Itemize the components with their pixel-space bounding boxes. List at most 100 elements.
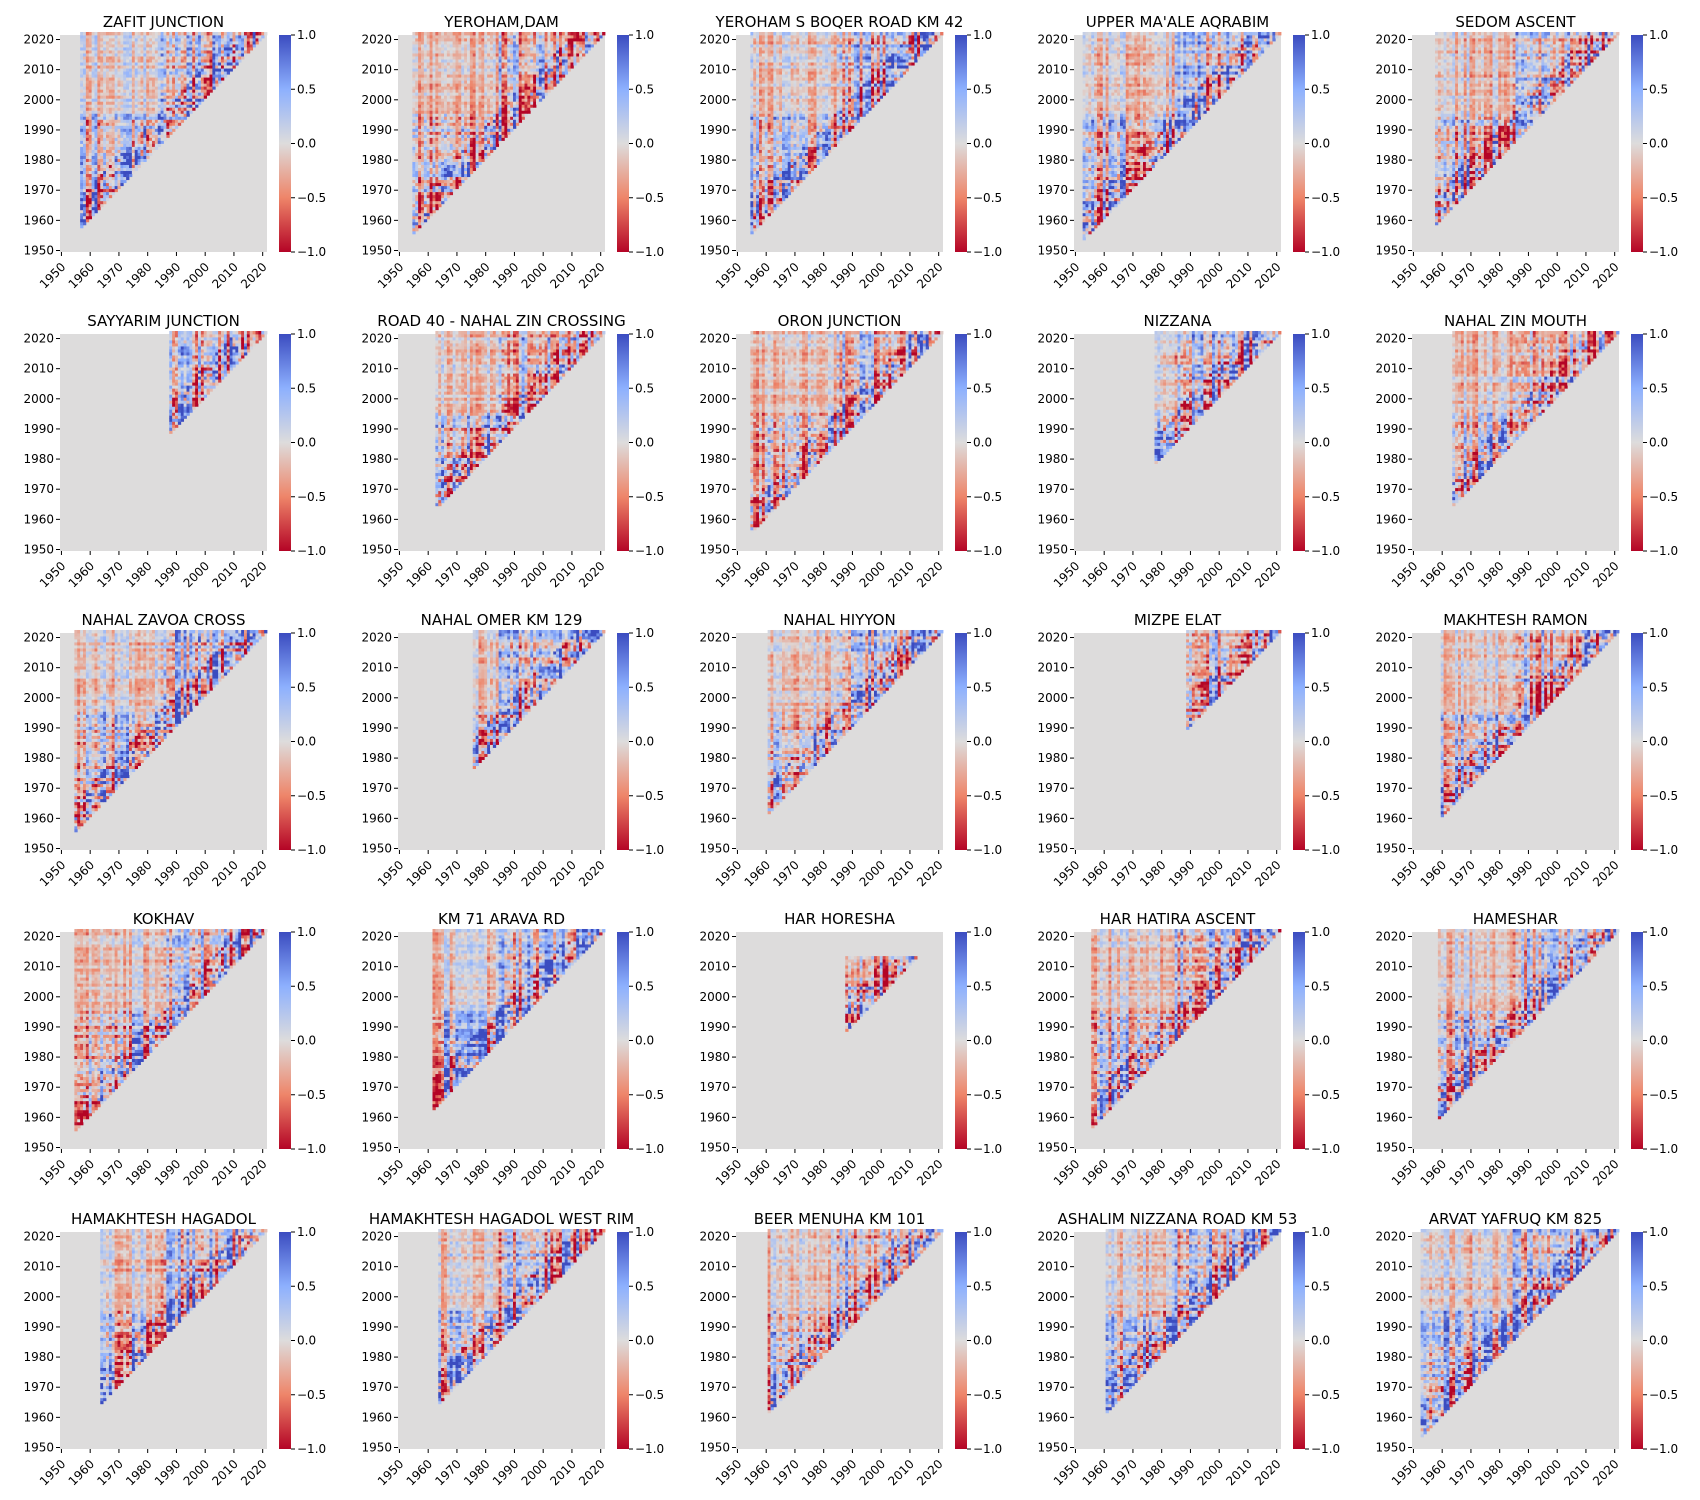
heatmap-cell — [195, 65, 198, 68]
heatmap-cell — [92, 204, 95, 207]
heatmap-cell — [192, 47, 195, 50]
heatmap-cell — [172, 92, 175, 95]
heatmap-cell — [118, 53, 121, 56]
heatmap-cell — [135, 134, 138, 137]
heatmap-cell — [115, 83, 118, 86]
heatmap-cell — [97, 41, 100, 44]
heatmap-cell — [80, 219, 83, 222]
heatmap-cell — [146, 134, 149, 137]
heatmap-cell — [97, 183, 100, 186]
heatmap-cell — [95, 140, 98, 143]
heatmap-cell — [106, 153, 109, 156]
heatmap-cell — [172, 44, 175, 47]
heatmap-cell — [158, 77, 161, 80]
heatmap-cell — [195, 98, 198, 101]
heatmap-cell — [92, 86, 95, 89]
heatmap-cell — [149, 59, 152, 62]
heatmap-cell — [132, 47, 135, 50]
heatmap-cell — [115, 62, 118, 65]
heatmap-cell — [126, 50, 129, 53]
heatmap-cell — [135, 83, 138, 86]
heatmap-cell — [146, 95, 149, 98]
heatmap-cell — [112, 62, 115, 65]
heatmap-cell — [141, 156, 144, 159]
heatmap-cell — [126, 174, 129, 177]
heatmap-cell — [109, 113, 112, 116]
heatmap-cell — [100, 56, 103, 59]
heatmap-cell — [118, 153, 121, 156]
heatmap-cell — [86, 189, 89, 192]
heatmap-cell — [123, 65, 126, 68]
heatmap-cell — [146, 62, 149, 65]
heatmap-cell — [109, 119, 112, 122]
heatmap-cell — [161, 62, 164, 65]
heatmap-cell — [155, 110, 158, 113]
heatmap-cell — [155, 83, 158, 86]
heatmap-cell — [146, 110, 149, 113]
heatmap-cell — [169, 122, 172, 125]
heatmap-cell — [118, 140, 121, 143]
heatmap-cell — [83, 71, 86, 74]
heatmap-cell — [95, 56, 98, 59]
heatmap-cell — [149, 95, 152, 98]
heatmap-cell — [149, 80, 152, 83]
heatmap-cell — [143, 156, 146, 159]
heatmap-cell — [132, 171, 135, 174]
heatmap-cell — [92, 98, 95, 101]
heatmap-cell — [172, 101, 175, 104]
heatmap-cell — [172, 95, 175, 98]
heatmap-cell — [172, 116, 175, 119]
heatmap-cell — [86, 50, 89, 53]
heatmap-cell — [95, 98, 98, 101]
heatmap-cell — [129, 116, 132, 119]
heatmap-cell — [192, 89, 195, 92]
heatmap-cell — [161, 32, 164, 35]
heatmap-cell — [146, 89, 149, 92]
heatmap-cell — [120, 107, 123, 110]
heatmap-cell — [80, 71, 83, 74]
heatmap-cell — [187, 71, 190, 74]
heatmap-cell — [195, 59, 198, 62]
heatmap-cell — [175, 47, 178, 50]
heatmap-cell — [80, 210, 83, 213]
heatmap-cell — [158, 92, 161, 95]
heatmap-cell — [126, 80, 129, 83]
heatmap-cell — [120, 122, 123, 125]
heatmap-cell — [80, 131, 83, 134]
heatmap-cell — [135, 38, 138, 41]
heatmap-cell — [132, 38, 135, 41]
heatmap-cell — [129, 144, 132, 147]
heatmap-cell — [135, 137, 138, 140]
heatmap-cell — [126, 44, 129, 47]
heatmap-cell — [120, 131, 123, 134]
heatmap-cell — [135, 77, 138, 80]
heatmap-cell — [112, 50, 115, 53]
heatmap-cell — [129, 68, 132, 71]
heatmap-cell — [181, 83, 184, 86]
heatmap-cell — [175, 92, 178, 95]
heatmap-cell — [175, 41, 178, 44]
heatmap-cell — [135, 53, 138, 56]
heatmap-cell — [89, 62, 92, 65]
heatmap-cell — [146, 32, 149, 35]
heatmap-cell — [132, 101, 135, 104]
heatmap-cell — [86, 62, 89, 65]
heatmap-cell — [126, 150, 129, 153]
heatmap-cell — [100, 92, 103, 95]
heatmap-cell — [143, 98, 146, 101]
heatmap-cell — [164, 83, 167, 86]
heatmap-cell — [103, 68, 106, 71]
heatmap-cell — [109, 180, 112, 183]
heatmap-cell — [86, 47, 89, 50]
heatmap-cell — [158, 80, 161, 83]
heatmap-cell — [138, 98, 141, 101]
heatmap-cell — [189, 92, 192, 95]
heatmap-cell — [100, 131, 103, 134]
heatmap-cell — [120, 119, 123, 122]
heatmap-cell — [106, 134, 109, 137]
heatmap-cell — [129, 125, 132, 128]
heatmap-cell — [83, 44, 86, 47]
heatmap-cell — [86, 183, 89, 186]
heatmap-cell — [146, 140, 149, 143]
heatmap-cell — [115, 74, 118, 77]
